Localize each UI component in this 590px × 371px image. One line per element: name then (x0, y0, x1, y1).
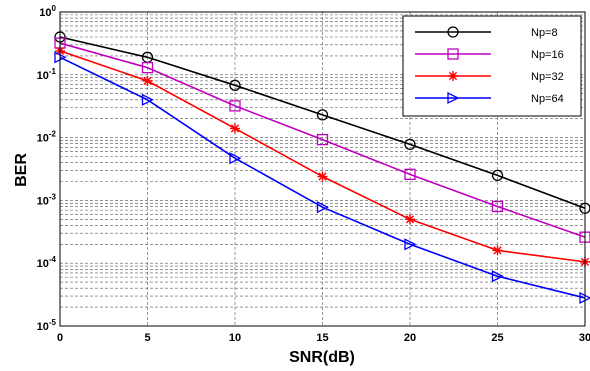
x-tick-label: 0 (57, 332, 63, 344)
plot-frame (59, 11, 586, 327)
data-point (491, 270, 504, 283)
data-point (229, 152, 242, 165)
legend-label: Np=64 (531, 93, 564, 105)
series-Np=8 (54, 31, 590, 214)
data-point (405, 214, 415, 225)
data-point (230, 123, 240, 134)
data-point (404, 168, 416, 180)
data-point (229, 79, 241, 91)
y-axis-label: BER (13, 153, 30, 187)
data-point (404, 238, 417, 251)
data-point (316, 133, 329, 146)
x-tick-label: 20 (404, 332, 416, 344)
y-tick-label: 10-5 (37, 318, 57, 333)
data-point (491, 200, 504, 213)
x-tick-label: 15 (316, 332, 328, 344)
y-tick-label: 100 (39, 4, 56, 19)
x-tick-label: 5 (144, 332, 150, 344)
legend-item: Np=32 (415, 71, 564, 83)
data-point (492, 245, 503, 256)
data-point (141, 93, 154, 106)
data-point (317, 171, 328, 182)
x-tick-label: 25 (491, 332, 503, 344)
series-line (59, 56, 586, 299)
data-point (316, 109, 329, 121)
data-point (447, 91, 460, 105)
series-line (59, 42, 586, 238)
legend-item: Np=64 (415, 91, 564, 105)
y-tick-labels: 100 10-1 10-2 10-3 10-4 10-5 (37, 4, 57, 333)
y-tick-label: 10-1 (37, 67, 57, 82)
legend-item: Np=8 (415, 26, 558, 39)
data-point (229, 100, 241, 112)
y-tick-label: 10-4 (37, 255, 57, 270)
legend-label: Np=8 (531, 27, 558, 39)
x-tick-label: 10 (229, 332, 241, 344)
series-line (59, 36, 586, 209)
legend-label: Np=16 (531, 49, 564, 61)
legend: Np=8 Np=16 Np=32 Np=64 (402, 15, 582, 117)
x-axis-label: SNR(dB) (289, 349, 355, 366)
legend-item: Np=16 (415, 48, 564, 61)
data-point (316, 201, 329, 214)
legend-label: Np=32 (531, 71, 564, 83)
data-point (491, 169, 504, 182)
data-point (142, 75, 153, 86)
y-tick-label: 10-3 (37, 192, 57, 207)
data-point (447, 48, 459, 60)
data-point (404, 138, 416, 151)
x-tick-label: 30 (579, 332, 590, 344)
data-point (448, 71, 458, 81)
data-point (447, 26, 459, 38)
x-tick-labels: 0 5 10 15 20 25 30 (57, 332, 590, 344)
data-point (141, 61, 154, 74)
y-tick-label: 10-2 (37, 130, 57, 145)
